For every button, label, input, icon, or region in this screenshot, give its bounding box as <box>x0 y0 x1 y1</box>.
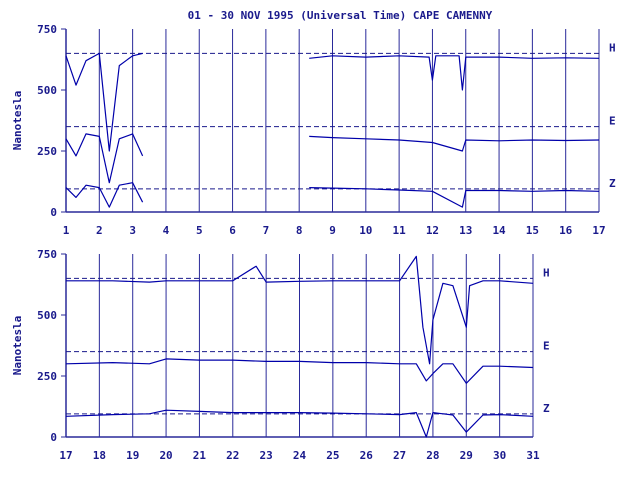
top-panel-component-label-Z: Z <box>609 177 616 190</box>
top-panel-x-tick-label: 6 <box>229 224 236 237</box>
top-panel-y-tick-label: 0 <box>50 206 57 219</box>
top-panel-x-tick-label: 8 <box>296 224 303 237</box>
bottom-panel-x-tick-label: 26 <box>360 449 374 462</box>
top-panel-component-label-H: H <box>609 41 616 54</box>
bottom-panel-x-tick-label: 29 <box>460 449 473 462</box>
bottom-panel-y-axis-label: Nanotesla <box>11 316 24 376</box>
top-panel-component-label-E: E <box>609 115 616 128</box>
bottom-panel-x-tick-label: 18 <box>93 449 106 462</box>
top-panel-series-E <box>65 133 600 184</box>
top-panel-x-tick-label: 16 <box>559 224 573 237</box>
top-panel-x-tick-label: 12 <box>426 224 439 237</box>
bottom-panel-y-tick-label: 0 <box>50 431 57 444</box>
bottom-panel-series-E <box>65 358 534 384</box>
bottom-panel-y-tick-label: 250 <box>37 370 57 383</box>
bottom-panel-x-tick-label: 22 <box>226 449 239 462</box>
bottom-panel-x-tick-label: 31 <box>526 449 540 462</box>
bottom-panel-component-label-E: E <box>543 340 550 353</box>
bottom-panel-x-tick-label: 30 <box>493 449 506 462</box>
top-panel-x-tick-label: 11 <box>393 224 407 237</box>
bottom-panel-x-tick-label: 21 <box>193 449 207 462</box>
top-panel-x-tick-label: 4 <box>163 224 170 237</box>
top-panel-y-tick-label: 250 <box>37 145 57 158</box>
top-panel-x-tick-label: 5 <box>196 224 203 237</box>
bottom-panel-component-label-Z: Z <box>543 402 550 415</box>
top-panel-x-tick-label: 9 <box>329 224 336 237</box>
top-panel-x-tick-label: 10 <box>359 224 372 237</box>
bottom-panel-x-tick-label: 19 <box>126 449 139 462</box>
bottom-panel-x-tick-label: 17 <box>59 449 72 462</box>
top-panel-x-tick-label: 13 <box>459 224 472 237</box>
bottom-panel-x-tick-label: 24 <box>293 449 307 462</box>
top-panel-y-tick-label: 750 <box>37 23 57 36</box>
bottom-panel-x-tick-label: 23 <box>260 449 273 462</box>
top-panel-x-tick-label: 1 <box>63 224 70 237</box>
top-panel-series-H <box>65 52 600 152</box>
top-panel-series-Z <box>65 182 600 208</box>
chart-title: 01 - 30 NOV 1995 (Universal Time) CAPE C… <box>188 9 493 22</box>
bottom-panel-x-tick-label: 25 <box>326 449 339 462</box>
bottom-panel-x-tick-label: 28 <box>426 449 439 462</box>
top-panel-x-tick-label: 7 <box>263 224 270 237</box>
top-panel-x-tick-label: 15 <box>526 224 539 237</box>
bottom-panel-x-tick-label: 27 <box>393 449 406 462</box>
bottom-panel-x-tick-label: 20 <box>159 449 172 462</box>
bottom-panel-component-label-H: H <box>543 266 550 279</box>
bottom-panel-y-tick-label: 500 <box>37 309 57 322</box>
bottom-panel-series-Z <box>65 409 534 438</box>
top-panel-y-tick-label: 500 <box>37 84 57 97</box>
top-panel-x-tick-label: 14 <box>492 224 506 237</box>
top-panel-x-tick-label: 17 <box>592 224 605 237</box>
top-panel-x-tick-label: 2 <box>96 224 103 237</box>
top-panel-x-tick-label: 3 <box>129 224 136 237</box>
bottom-panel-series-H <box>66 255 534 365</box>
bottom-panel-y-tick-label: 750 <box>37 248 57 261</box>
top-panel-y-axis-label: Nanotesla <box>11 91 24 151</box>
